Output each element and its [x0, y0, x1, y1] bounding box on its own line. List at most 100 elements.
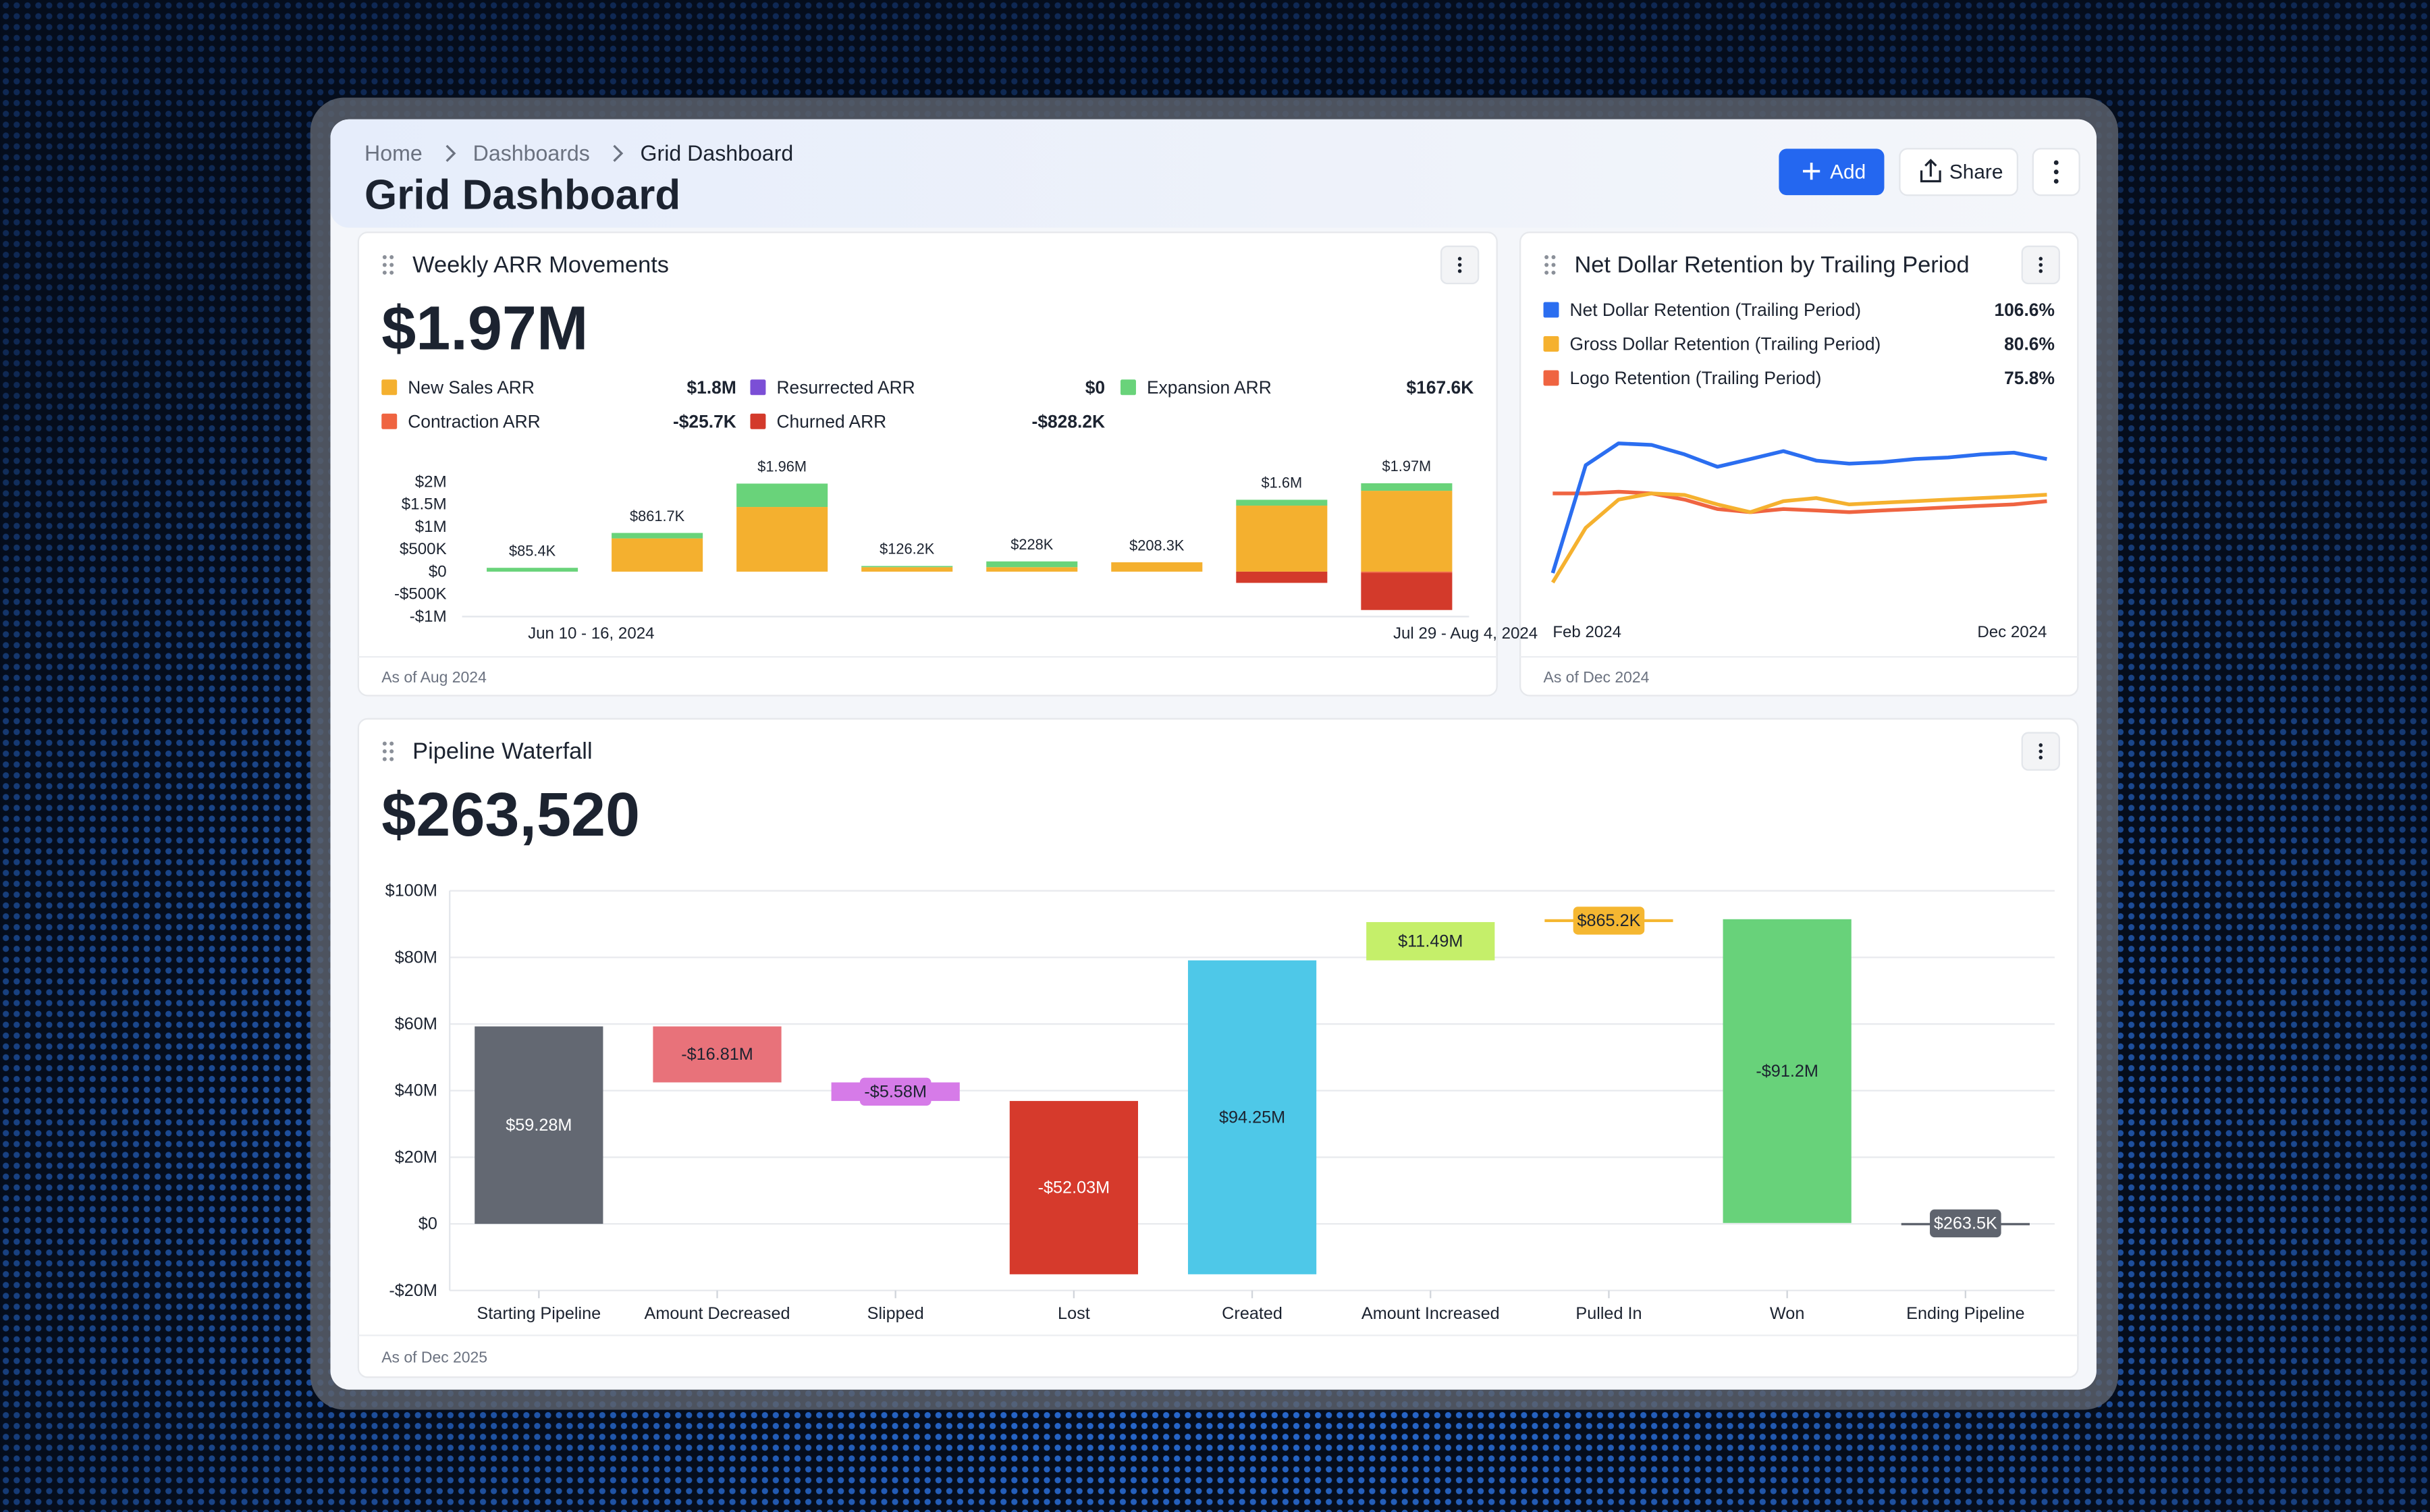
bar-segment	[1236, 571, 1328, 583]
legend-value: $0	[1085, 377, 1105, 398]
total-label: $228K	[1010, 536, 1053, 553]
card-title: Net Dollar Retention by Trailing Period	[1574, 252, 1969, 277]
x-tick-label: Amount Decreased	[645, 1304, 790, 1323]
kpi: $1.97M	[381, 294, 588, 363]
y-tick-label: -$20M	[389, 1281, 437, 1300]
bar-segment	[1236, 506, 1328, 572]
y-tick-label: $500K	[400, 540, 447, 558]
legend-value: $1.8M	[687, 377, 736, 398]
legend-swatch	[1120, 379, 1136, 396]
handle-dot	[389, 741, 394, 746]
y-tick-label: $0	[418, 1214, 437, 1233]
value-label: -$16.81M	[681, 1045, 753, 1064]
handle-dot	[382, 263, 387, 267]
label-bg	[1573, 907, 1645, 935]
breadcrumb[interactable]: Home	[364, 141, 423, 165]
dot	[2039, 749, 2043, 753]
y-tick-label: $80M	[395, 948, 437, 967]
breadcrumb: Grid Dashboard	[641, 141, 794, 165]
handle-dot	[382, 749, 387, 754]
value-label: $11.49M	[1398, 932, 1463, 950]
waterfall-bar	[653, 1026, 782, 1083]
legend-value: 106.6%	[1994, 300, 2054, 320]
value-label: -$52.03M	[1038, 1178, 1110, 1197]
footnote: As of Aug 2024	[381, 668, 487, 686]
x-tick-label: Amount Increased	[1361, 1304, 1500, 1323]
dot	[2053, 169, 2059, 175]
more-button[interactable]	[2032, 148, 2080, 196]
bar-segment	[1111, 562, 1203, 572]
button-label: Add	[1830, 161, 1866, 183]
dot	[2053, 179, 2059, 184]
total-label: $1.97M	[1382, 458, 1432, 475]
bar-segment	[1361, 483, 1453, 491]
bar-segment	[986, 561, 1078, 568]
legend-value: $167.6K	[1407, 377, 1474, 398]
y-tick-label: $100M	[385, 882, 437, 900]
handle-dot	[1544, 270, 1549, 275]
button-label: Share	[1949, 161, 2003, 183]
dot	[2039, 269, 2043, 273]
button-bg	[1779, 148, 1885, 196]
y-tick-label: $60M	[395, 1015, 437, 1033]
breadcrumb[interactable]: Dashboards	[473, 141, 590, 165]
waterfall-bar	[1366, 922, 1495, 961]
legend-value: 75.8%	[2004, 368, 2055, 388]
bar-segment	[861, 567, 953, 572]
total-label: $85.4K	[509, 542, 556, 559]
legend-swatch	[1543, 336, 1559, 352]
total-label: $126.2K	[880, 541, 935, 558]
handle-dot	[1551, 270, 1556, 275]
legend-swatch	[750, 379, 766, 396]
handle-dot	[1551, 263, 1556, 267]
chevron	[446, 144, 456, 162]
legend-label: Expansion ARR	[1147, 377, 1272, 398]
legend-label: Contraction ARR	[408, 411, 540, 431]
footnote: As of Dec 2025	[381, 1348, 487, 1366]
legend-value: -$828.2K	[1032, 411, 1106, 431]
bar-segment	[986, 567, 1078, 572]
footnote: As of Dec 2024	[1544, 668, 1650, 686]
legend-swatch	[381, 413, 398, 429]
add-button[interactable]: Add	[1779, 148, 1885, 196]
share-button[interactable]: Share	[1899, 148, 2018, 196]
waterfall-bar	[1009, 1101, 1139, 1274]
value-label: $263.5K	[1934, 1214, 1997, 1233]
value-label: $94.25M	[1219, 1108, 1285, 1127]
legend-swatch	[381, 379, 398, 396]
dot	[1457, 269, 1462, 273]
value-label: -$91.2M	[1756, 1062, 1818, 1081]
page-title: Grid Dashboard	[364, 172, 680, 219]
waterfall-bar	[1723, 919, 1852, 1223]
legend-swatch	[750, 413, 766, 429]
legend-label: Churned ARR	[776, 411, 886, 431]
dot	[2039, 743, 2043, 747]
card-title: Weekly ARR Movements	[412, 252, 669, 277]
handle-dot	[389, 270, 394, 275]
y-tick-label: -$1M	[410, 608, 447, 626]
dot	[1457, 256, 1462, 261]
legend-label: Resurrected ARR	[776, 377, 915, 398]
dot	[2053, 160, 2059, 165]
label-bg	[1930, 1209, 2001, 1238]
bar-segment	[736, 483, 828, 508]
handle-dot	[1551, 255, 1556, 259]
bar-segment	[861, 566, 953, 568]
y-tick-label: $0	[429, 562, 447, 580]
legend-value: 80.6%	[2004, 334, 2055, 354]
card	[357, 232, 1498, 697]
line	[1550, 441, 2047, 574]
handle-dot	[382, 741, 387, 746]
x-tick-label: Jun 10 - 16, 2024	[528, 624, 654, 643]
x-tick-label: Ending Pipeline	[1906, 1304, 2024, 1323]
legend-swatch	[1543, 370, 1559, 386]
label-bg	[859, 1077, 932, 1106]
handle-dot	[382, 270, 387, 275]
bar-segment	[1236, 500, 1328, 506]
x-tick-label: Starting Pipeline	[477, 1304, 601, 1323]
bar-segment	[612, 533, 703, 539]
handle-dot	[382, 757, 387, 761]
handle-dot	[389, 255, 394, 259]
bar-segment	[1361, 572, 1453, 610]
